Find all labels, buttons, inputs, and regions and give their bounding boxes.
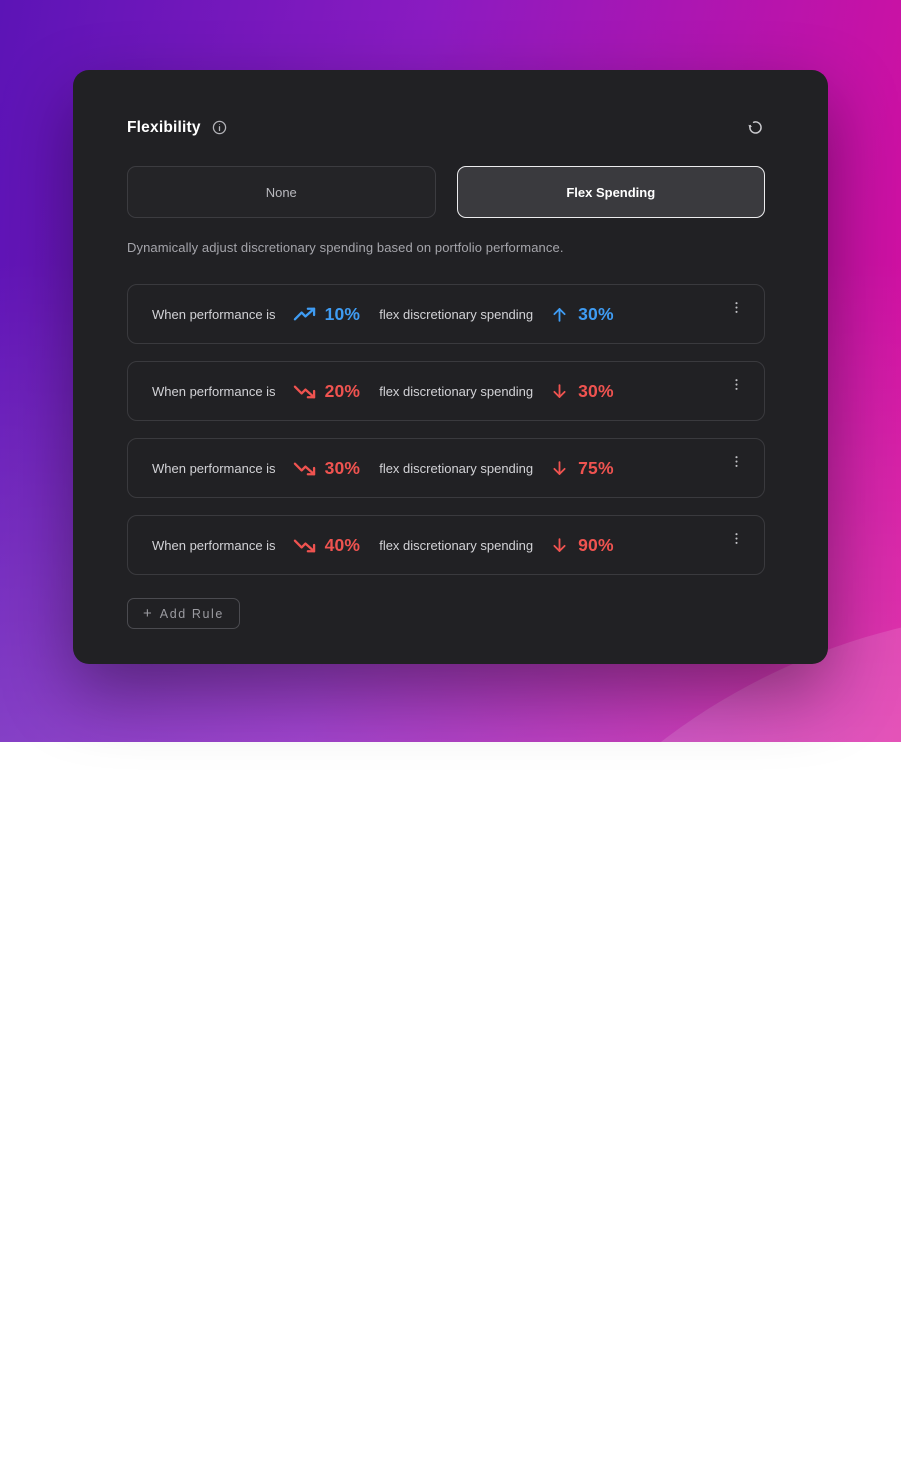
performance-threshold-value: 30% — [324, 457, 361, 478]
rule-menu-button[interactable] — [725, 372, 748, 397]
performance-threshold-value: 40% — [324, 534, 361, 555]
rule-condition-text: When performance is — [152, 460, 276, 476]
flex-amount-value: 75% — [578, 457, 614, 478]
flex-amount-value: 30% — [578, 303, 614, 324]
rule-condition-text: When performance is — [152, 383, 276, 399]
arrow-down-icon — [550, 536, 569, 555]
kebab-menu-icon — [729, 299, 744, 316]
rule-menu-button[interactable] — [725, 526, 748, 551]
flex-rule-row: When performance is 10% flex discretiona… — [127, 284, 765, 344]
flex-amount-value: 30% — [578, 380, 614, 401]
flex-rule-row: When performance is 20% flex discretiona… — [127, 361, 765, 421]
page-background: Flexibility None — [0, 0, 901, 742]
add-rule-label: Add Rule — [159, 606, 224, 621]
card-header: Flexibility — [127, 118, 765, 137]
info-icon[interactable] — [211, 119, 228, 136]
performance-threshold-value: 10% — [324, 303, 361, 324]
rule-action-text: flex discretionary spending — [379, 383, 534, 399]
description-text: Dynamically adjust discretionary spendin… — [127, 240, 564, 255]
rule-action-text: flex discretionary spending — [379, 306, 534, 322]
reset-icon — [746, 118, 765, 137]
arrow-down-icon — [550, 382, 569, 401]
flex-rule-row: When performance is 30% flex discretiona… — [127, 438, 765, 498]
rule-action-text: flex discretionary spending — [379, 460, 534, 476]
flexibility-card: Flexibility None — [73, 70, 828, 664]
rule-condition-text: When performance is — [152, 306, 276, 322]
toggle-option-flex-spending[interactable]: Flex Spending — [456, 166, 765, 218]
trending-down-icon — [293, 534, 316, 557]
trending-down-icon — [293, 380, 316, 403]
toggle-option-none[interactable]: None — [127, 166, 436, 218]
flex-rule-row: When performance is 40% flex discretiona… — [127, 515, 765, 575]
kebab-menu-icon — [729, 453, 744, 470]
rule-menu-button[interactable] — [725, 295, 748, 320]
flexibility-mode-toggle: None Flex Spending — [127, 166, 765, 218]
trending-up-icon — [293, 303, 316, 326]
title-wrap: Flexibility — [127, 119, 228, 137]
performance-threshold-value: 20% — [324, 380, 361, 401]
add-rule-button[interactable]: + Add Rule — [127, 598, 240, 629]
kebab-menu-icon — [729, 376, 744, 393]
reset-button[interactable] — [746, 118, 765, 137]
plus-icon: + — [143, 604, 152, 622]
rule-condition-text: When performance is — [152, 537, 276, 553]
flex-amount-value: 90% — [578, 534, 614, 555]
arrow-down-icon — [550, 459, 569, 478]
trending-down-icon — [293, 457, 316, 480]
page-title: Flexibility — [127, 118, 201, 136]
kebab-menu-icon — [729, 530, 744, 547]
rule-action-text: flex discretionary spending — [379, 537, 534, 553]
arrow-up-icon — [550, 305, 569, 324]
background-arc-decoration — [410, 610, 901, 1484]
rule-menu-button[interactable] — [725, 449, 748, 474]
rules-list: When performance is 10% flex discretiona… — [127, 284, 765, 575]
